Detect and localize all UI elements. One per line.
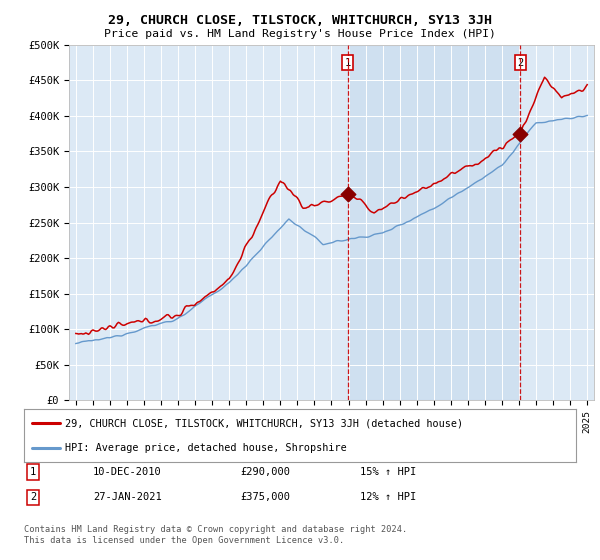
Text: 27-JAN-2021: 27-JAN-2021	[93, 492, 162, 502]
Text: 29, CHURCH CLOSE, TILSTOCK, WHITCHURCH, SY13 3JH (detached house): 29, CHURCH CLOSE, TILSTOCK, WHITCHURCH, …	[65, 418, 464, 428]
Text: 1: 1	[344, 58, 350, 68]
Text: 1: 1	[30, 467, 36, 477]
Text: £375,000: £375,000	[240, 492, 290, 502]
Text: HPI: Average price, detached house, Shropshire: HPI: Average price, detached house, Shro…	[65, 442, 347, 452]
Text: 10-DEC-2010: 10-DEC-2010	[93, 467, 162, 477]
Text: Contains HM Land Registry data © Crown copyright and database right 2024.
This d: Contains HM Land Registry data © Crown c…	[24, 525, 407, 545]
Text: £290,000: £290,000	[240, 467, 290, 477]
Text: 12% ↑ HPI: 12% ↑ HPI	[360, 492, 416, 502]
Bar	[347, 45, 520, 400]
Text: Price paid vs. HM Land Registry's House Price Index (HPI): Price paid vs. HM Land Registry's House …	[104, 29, 496, 39]
Text: 2: 2	[30, 492, 36, 502]
Point	[515, 129, 525, 138]
Text: 15% ↑ HPI: 15% ↑ HPI	[360, 467, 416, 477]
Text: 29, CHURCH CLOSE, TILSTOCK, WHITCHURCH, SY13 3JH: 29, CHURCH CLOSE, TILSTOCK, WHITCHURCH, …	[108, 14, 492, 27]
Point	[343, 190, 352, 199]
Text: 2: 2	[517, 58, 523, 68]
